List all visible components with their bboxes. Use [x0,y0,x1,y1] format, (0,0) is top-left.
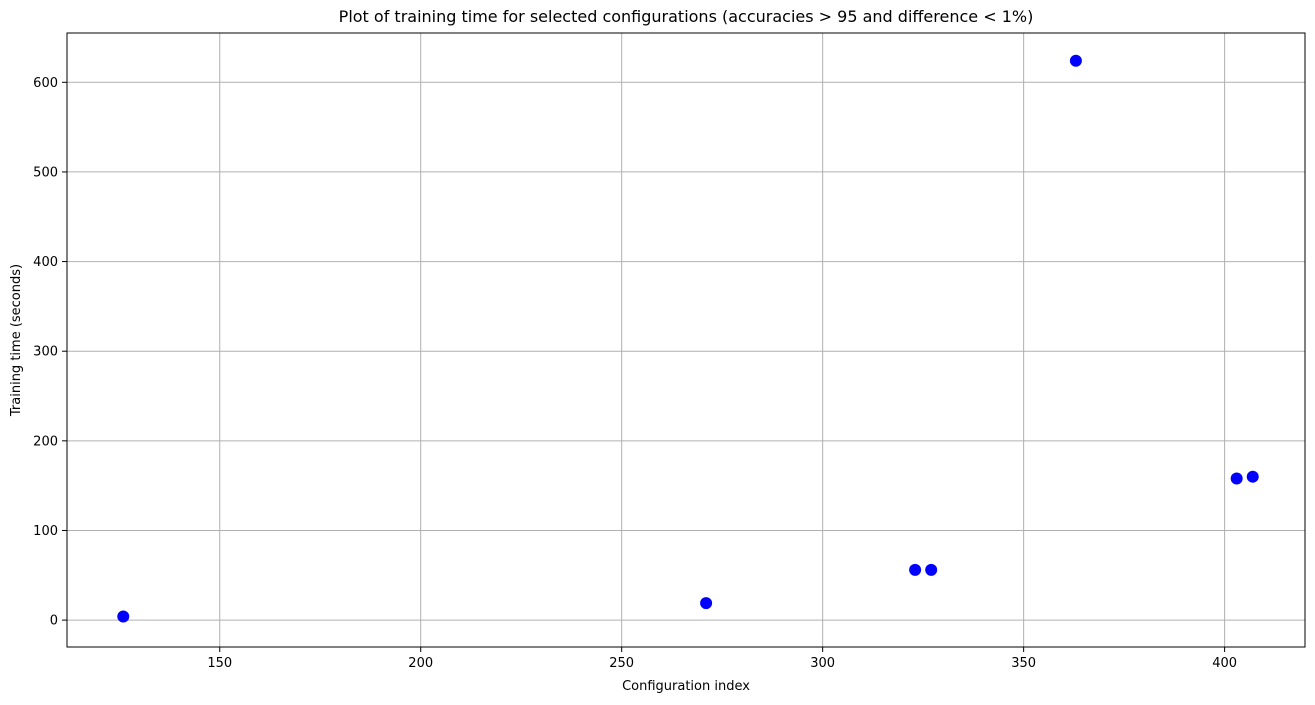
x-tick-label: 200 [408,656,433,671]
y-tick-label: 600 [33,76,58,91]
x-tick-label: 150 [207,656,232,671]
data-point [925,563,938,576]
data-point [909,563,922,576]
data-point [700,597,713,610]
x-tick-label: 250 [609,656,634,671]
x-tick-label: 300 [810,656,835,671]
y-tick-label: 500 [33,165,58,180]
plot-frame [66,32,1306,648]
x-tick-label: 400 [1212,656,1237,671]
y-tick-label: 200 [33,434,58,449]
x-tick-label: 350 [1011,656,1036,671]
data-point [1069,54,1082,67]
grid-layer [67,33,1305,647]
data-point [1230,472,1243,485]
y-tick-label: 100 [33,524,58,539]
y-tick-label: 400 [33,255,58,270]
data-point [1246,470,1259,483]
data-point [117,610,130,623]
chart-title: Plot of training time for selected confi… [339,7,1034,26]
y-tick-label: 0 [50,614,58,629]
ticks-layer: 150 200 250 300 350 400 0 100 200 300 400 500 600 [33,76,1237,671]
points-layer [117,54,1259,623]
x-axis-label: Configuration index [622,679,750,694]
y-tick-label: 300 [33,345,58,360]
y-axis-label: Training time (seconds) [9,264,24,417]
